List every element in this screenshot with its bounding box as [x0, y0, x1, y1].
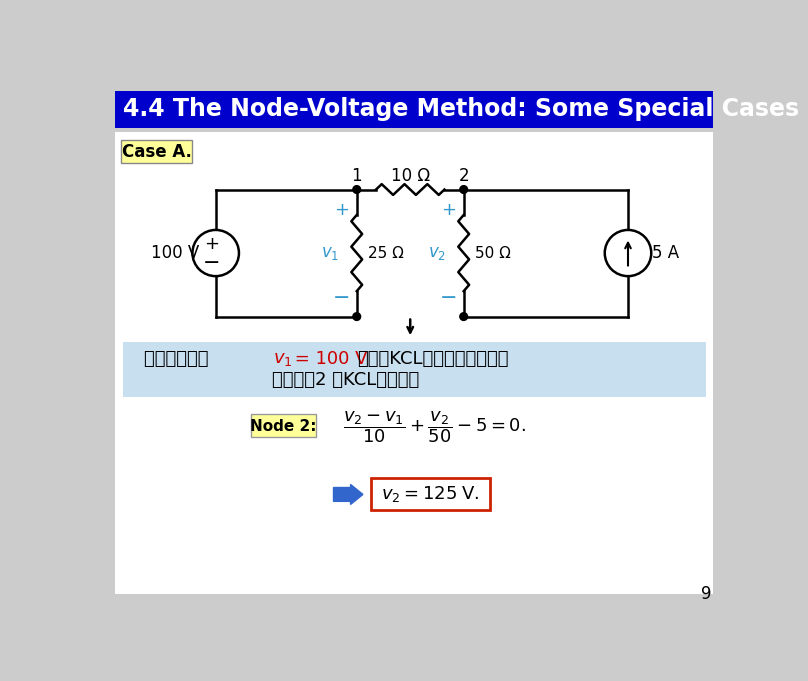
Circle shape	[353, 186, 360, 193]
FancyBboxPatch shape	[371, 477, 490, 510]
Circle shape	[460, 313, 468, 321]
Text: Node 2:: Node 2:	[250, 419, 317, 434]
Text: 4.4 The Node-Voltage Method: Some Special Cases: 4.4 The Node-Voltage Method: Some Specia…	[123, 97, 799, 121]
Circle shape	[353, 313, 360, 321]
Text: $\dfrac{v_2 - v_1}{10} + \dfrac{v_2}{50} - 5 = 0.$: $\dfrac{v_2 - v_1}{10} + \dfrac{v_2}{50}…	[343, 409, 526, 445]
Text: 1: 1	[351, 167, 362, 185]
FancyBboxPatch shape	[121, 140, 192, 163]
Text: $v_2 = 125\;\mathrm{V}.$: $v_2 = 125\;\mathrm{V}.$	[381, 484, 480, 505]
Text: 5 A: 5 A	[651, 244, 679, 262]
Text: +: +	[204, 235, 219, 253]
Text: = 100 V: = 100 V	[288, 350, 367, 368]
FancyBboxPatch shape	[250, 414, 316, 437]
Text: 50 Ω: 50 Ω	[474, 246, 511, 261]
Text: −: −	[333, 288, 350, 308]
Text: $v_1$: $v_1$	[322, 244, 339, 262]
Text: +: +	[334, 200, 349, 219]
Text: 當節點電壓值: 當節點電壓值	[144, 350, 214, 368]
Text: +: +	[440, 200, 456, 219]
Bar	[123, 342, 705, 398]
Circle shape	[460, 186, 468, 193]
Circle shape	[604, 230, 651, 276]
Text: Case A.: Case A.	[122, 143, 191, 161]
Text: 時，其KCL方程式不需列出，: 時，其KCL方程式不需列出，	[357, 350, 508, 368]
Text: −: −	[440, 288, 457, 308]
Text: 10 Ω: 10 Ω	[390, 167, 430, 185]
Bar	[115, 131, 713, 594]
Text: $v_1$: $v_1$	[273, 350, 292, 368]
FancyArrow shape	[334, 484, 363, 505]
Text: 9: 9	[701, 585, 712, 603]
Text: $v_2$: $v_2$	[428, 244, 446, 262]
Text: 只需節點2 之KCL方程式。: 只需節點2 之KCL方程式。	[271, 371, 419, 390]
Bar	[115, 91, 713, 128]
Text: 25 Ω: 25 Ω	[368, 246, 403, 261]
Circle shape	[192, 230, 239, 276]
Text: −: −	[203, 253, 221, 273]
Text: 2: 2	[458, 167, 469, 185]
Text: 100 V: 100 V	[151, 244, 200, 262]
